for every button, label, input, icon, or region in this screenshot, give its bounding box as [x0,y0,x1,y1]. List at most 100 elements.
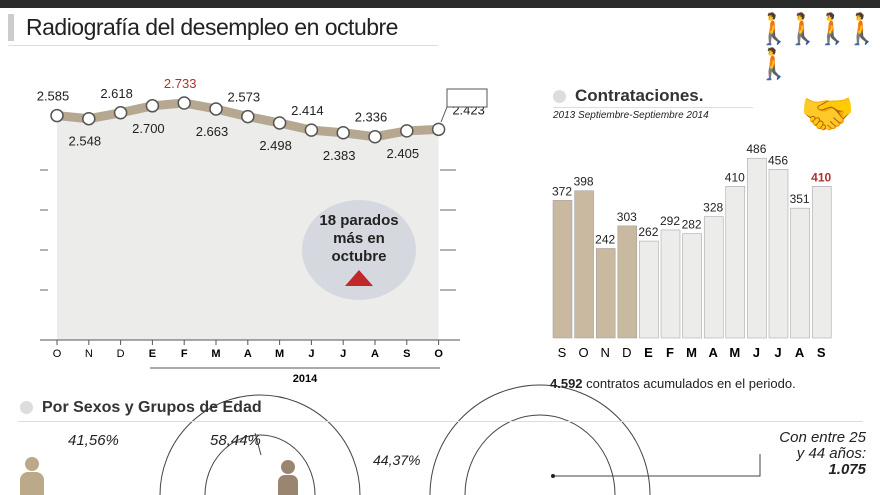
bar-value-label: 398 [574,175,594,189]
data-point [241,109,255,124]
page-title: Radiografía del desempleo en octubre [8,14,398,41]
age-donut-outer [429,384,651,495]
x-tick-label: E [149,348,156,360]
data-label: 2.548 [69,134,102,149]
x-tick-label: S [403,348,410,360]
age-note: Con entre 25 y 44 años: 1.075 [779,430,866,478]
data-label: 2.498 [259,138,292,153]
callout-line [440,106,448,123]
bar-value-label: 282 [682,218,702,232]
age-callout-line [553,454,761,477]
footer-value: 4.592 [550,376,583,391]
woman-head-icon [281,460,295,474]
data-label: 2.663 [196,124,229,139]
bar [790,207,810,339]
age-percent: 44,37% [373,452,421,468]
bar [811,186,832,339]
x-tick-label: D [117,348,125,360]
contrataciones-subtitle: 2013 Septiembre-Septiembre 2014 [553,110,709,121]
x-tick-label: A [371,348,379,360]
bar [595,248,616,339]
women-percent: 58,44% [210,432,261,449]
data-label: 2.336 [355,110,388,125]
sex-donut-inner [204,434,316,495]
bar-category-label: M [729,345,740,360]
age-callout-dot [551,474,555,478]
year-label: 2014 [293,373,318,385]
data-point [113,106,128,120]
woman-figure-icon [278,475,298,495]
sex-donut-divider [254,432,262,456]
bar [768,169,789,339]
badge-line1: 18 parados [319,212,399,229]
bar-value-label: 456 [768,153,788,167]
man-head-icon [25,457,39,471]
bar-value-label: 486 [746,142,766,156]
data-label: 2.414 [291,103,324,118]
bar-category-label: A [795,345,805,360]
bar-category-label: E [644,345,653,360]
data-point [336,126,350,140]
data-point [304,123,319,137]
bar-category-label: A [709,345,719,360]
data-label: 2.585 [37,89,70,104]
data-label: 2.733 [164,76,197,91]
data-point [177,96,191,110]
last-label-box [446,88,488,108]
men-percent: 41,56% [68,432,119,449]
section2-title: Por Sexos y Grupos de Edad [42,399,262,416]
x-tick-label: J [340,348,346,360]
x-tick-label: N [85,348,93,360]
bar-value-label: 242 [595,232,615,246]
bar-value-label: 410 [725,170,745,184]
man-figure-icon [20,472,44,495]
bar [552,200,573,339]
age-note-value: 1.075 [828,461,866,478]
data-point [50,108,64,123]
bar [639,240,659,339]
x-tick-label: M [211,348,220,360]
x-tick-label: O [434,348,443,360]
bar-value-label: 262 [638,225,658,239]
contrataciones-title: Contrataciones. [575,86,704,105]
badge-line3: octubre [331,248,387,265]
data-point [209,102,223,116]
bar [660,229,681,339]
bar [703,216,724,339]
data-label: 2.700 [132,121,165,136]
bar-category-label: F [666,345,674,360]
bar-category-label: S [558,345,567,360]
top-bar [0,0,880,8]
contrataciones-heading: Contrataciones. [553,86,703,106]
data-label: 2.383 [323,148,356,163]
x-tick-label: O [53,348,62,360]
bar-category-label: M [686,345,697,360]
title-rule [8,45,438,46]
handshake-icon: 🤝 [800,90,855,139]
arrow-up-icon [345,270,373,286]
age-note-line1: Con entre 25 [779,429,866,446]
data-point [368,129,382,144]
bar-category-label: D [622,345,631,360]
x-tick-label: M [275,348,284,360]
bar-value-label: 328 [703,201,723,215]
bar-value-label: 410 [811,170,831,184]
data-point [431,122,446,137]
bar-category-label: S [817,345,826,360]
bar-value-label: 351 [790,192,810,206]
data-point [82,111,96,126]
bar-value-label: 292 [660,214,680,228]
age-donut-inner [464,414,616,495]
bar-category-label: O [579,345,589,360]
unemployed-increase-badge: 18 parados más en octubre [302,200,416,300]
bar [747,157,767,339]
bar-category-label: N [601,345,610,360]
bar [725,186,746,339]
bar-category-label: J [774,345,781,360]
bar [617,225,638,339]
sex-donut-outer [159,394,361,495]
x-tick-label: J [308,348,314,360]
badge-line2: más en [333,230,385,247]
section2-heading: Por Sexos y Grupos de Edad [20,399,262,417]
x-tick-label: A [244,348,252,360]
